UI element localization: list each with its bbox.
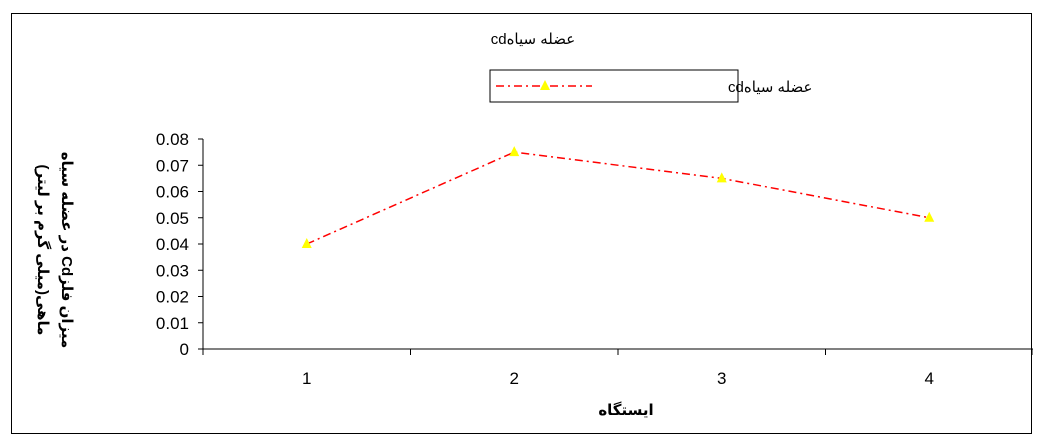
y-tick-label: 0.01 <box>156 314 189 333</box>
y-axis-title: میزان فلزCd در عضله سیاه ماهی(میلی گرم ب… <box>34 152 75 349</box>
chart-svg: عضله سیاهcd عضله سیاهcd 0 0.01 0.02 0.03 0.0… <box>34 31 1033 419</box>
chart-frame: عضله سیاهcd عضله سیاهcd 0 0.01 0.02 0.03 0.0… <box>11 13 1033 434</box>
y-tick-label: 0 <box>180 340 189 359</box>
y-tick-label: 0.04 <box>156 235 189 254</box>
legend-marker-triangle <box>540 80 550 90</box>
data-point-marker <box>924 211 935 222</box>
series-line <box>306 151 930 245</box>
y-axis-title-line-2: ماهی(میلی گرم بر لیتر) <box>34 165 52 336</box>
series-layer <box>301 146 935 248</box>
x-tick-label: 4 <box>925 369 934 388</box>
y-tick-label: 0.06 <box>156 183 189 202</box>
x-tick-label: 3 <box>717 369 726 388</box>
data-point-marker <box>301 238 312 248</box>
y-tick-label: 0.08 <box>156 130 189 149</box>
legend: عضله سیاهcd <box>489 69 813 103</box>
axes <box>202 139 1033 350</box>
y-tick-label: 0.05 <box>156 209 189 228</box>
legend-label: عضله سیاهcd <box>728 79 813 96</box>
legend-box <box>489 69 739 103</box>
x-axis-title: ایستگاه <box>598 401 653 419</box>
chart-title: عضله سیاهcd <box>491 31 576 48</box>
y-tick-label: 0.02 <box>156 288 189 307</box>
data-point-marker <box>509 146 520 157</box>
x-axis-ticks: 1 2 3 4 <box>202 349 1033 388</box>
y-tick-label: 0.07 <box>156 156 189 175</box>
x-tick-label: 1 <box>302 369 311 388</box>
y-axis-ticks: 0 0.01 0.02 0.03 0.04 0.05 0.06 0.07 0.08 <box>156 130 203 359</box>
y-tick-label: 0.03 <box>156 261 189 280</box>
data-point-marker <box>716 172 727 183</box>
x-tick-label: 2 <box>510 369 519 388</box>
y-axis-title-line-1: میزان فلزCd در عضله سیاه <box>58 152 75 349</box>
